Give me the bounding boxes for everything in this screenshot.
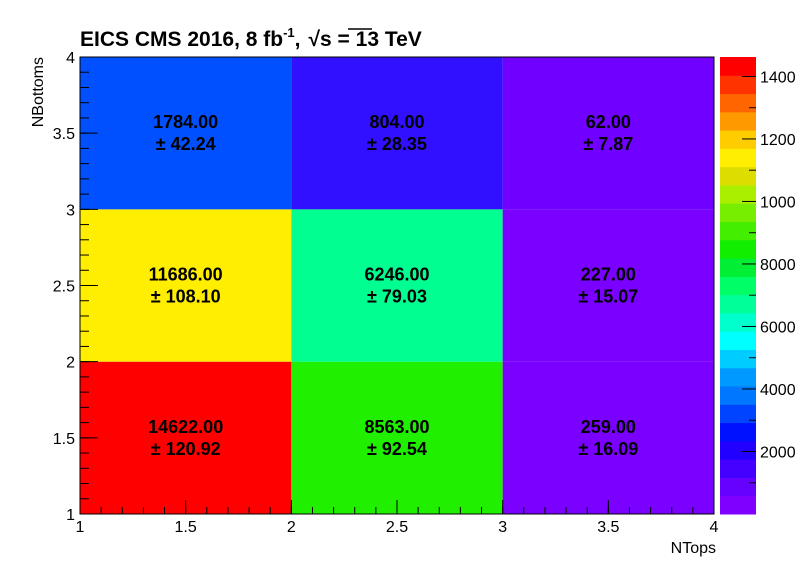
y-tick-label: 3.5 <box>53 126 75 143</box>
colorbar-segment <box>720 422 756 442</box>
title-sqrt-s: √s <box>308 28 331 51</box>
y-axis-ticks: 1 1.5 2 2.5 3 3.5 4 <box>53 50 98 524</box>
colorbar-segment <box>720 331 756 350</box>
colorbar-tick-label: 4000 <box>760 382 796 399</box>
colorbar-segment <box>720 130 756 149</box>
cell-value-label: 11686.00 <box>149 265 223 285</box>
colorbar-segment <box>720 386 756 405</box>
colorbar-segment <box>720 276 756 296</box>
colorbar-segment <box>720 203 756 223</box>
colorbar-segment <box>720 221 756 241</box>
colorbar-segment <box>720 294 756 314</box>
colorbar-tick-label: 2000 <box>760 444 796 461</box>
cell-error-label: ± 16.09 <box>578 439 638 459</box>
y-tick-label: 1 <box>66 507 75 524</box>
cell-value-label: 804.00 <box>369 112 424 132</box>
heatmap-cell <box>291 57 503 210</box>
colorbar-tick-label: 1200 <box>760 132 796 149</box>
cell-error-label: ± 42.24 <box>156 134 216 154</box>
title-comma: , <box>295 28 301 51</box>
colorbar-tick-label: 1400 <box>760 69 796 86</box>
title-main: EICS CMS 2016, 8 fb <box>80 28 283 51</box>
colorbar-tick-label: 8000 <box>760 257 796 274</box>
colorbar-segment <box>720 111 756 131</box>
colorbar-segment <box>720 404 756 424</box>
y-tick-label: 1.5 <box>53 431 75 448</box>
colorbar-segment <box>720 495 756 515</box>
y-tick-label: 4 <box>66 50 75 67</box>
colorbar-segment <box>720 148 756 168</box>
colorbar-segment <box>720 312 756 332</box>
cell-value-label: 6246.00 <box>364 265 429 285</box>
colorbar-segment <box>720 459 756 478</box>
x-tick-label: 3 <box>498 519 507 536</box>
cell-value-label: 227.00 <box>581 265 636 285</box>
colorbar-segment <box>720 75 756 95</box>
y-tick-label: 2 <box>66 355 75 372</box>
title-superscript: -1 <box>283 25 295 40</box>
cell-error-label: ± 92.54 <box>367 439 427 459</box>
x-tick-label: 2 <box>287 519 296 536</box>
colorbar-segment <box>720 258 756 277</box>
x-tick-label: 4 <box>710 519 719 536</box>
x-axis-title: NTops <box>671 540 716 557</box>
x-tick-label: 1 <box>76 519 85 536</box>
cell-error-label: ± 108.10 <box>151 287 221 307</box>
cell-value-label: 8563.00 <box>364 417 429 437</box>
colorbar-segment <box>720 57 756 76</box>
heatmap-cell <box>291 361 503 514</box>
colorbar-segment <box>720 440 756 460</box>
colorbar-ticks: 2000 4000 6000 8000 1000 1200 1400 <box>742 69 796 484</box>
y-axis-title: NBottoms <box>30 57 47 127</box>
colorbar-segment <box>720 349 756 369</box>
x-tick-label: 3.5 <box>597 519 619 536</box>
colorbar-tick-label: 1000 <box>760 194 796 211</box>
cell-value-label: 1784.00 <box>153 112 218 132</box>
y-tick-label: 3 <box>66 202 75 219</box>
cell-value-label: 62.00 <box>586 112 631 132</box>
cell-value-label: 259.00 <box>581 417 636 437</box>
cell-error-label: ± 15.07 <box>578 287 638 307</box>
cell-value-label: 14622.00 <box>148 417 223 437</box>
colorbar <box>720 57 756 515</box>
cell-error-label: ± 79.03 <box>367 287 427 307</box>
x-tick-label: 2.5 <box>386 519 408 536</box>
heatmap-cell <box>502 361 714 514</box>
heatmap-cell <box>80 361 292 514</box>
heatmap-cell <box>502 209 714 362</box>
heatmap-cells <box>80 57 714 514</box>
title-energy: = 13 TeV <box>332 28 422 51</box>
cell-error-label: ± 120.92 <box>151 439 221 459</box>
colorbar-segment <box>720 184 756 204</box>
cell-error-label: ± 7.87 <box>583 134 633 154</box>
heatmap-cell <box>502 57 714 210</box>
x-tick-label: 1.5 <box>175 519 197 536</box>
colorbar-segment <box>720 93 756 113</box>
x-axis-ticks: 1 1.5 2 2.5 3 3.5 4 <box>76 500 719 536</box>
colorbar-segment <box>720 239 756 259</box>
colorbar-segment <box>720 166 756 186</box>
y-tick-label: 2.5 <box>53 279 75 296</box>
heatmap-cell-labels: 14622.00± 120.92 8563.00± 92.54 259.00± 16… <box>148 112 638 459</box>
colorbar-segment <box>720 367 756 387</box>
heatmap-cell <box>291 209 503 362</box>
chart-title: EICS CMS 2016, 8 fb-1, √s = 13 TeV <box>80 25 422 51</box>
heatmap-cell <box>80 209 292 362</box>
colorbar-segment <box>720 477 756 497</box>
heatmap-cell <box>80 57 292 210</box>
cell-error-label: ± 28.35 <box>367 134 427 154</box>
colorbar-tick-label: 6000 <box>760 319 796 336</box>
